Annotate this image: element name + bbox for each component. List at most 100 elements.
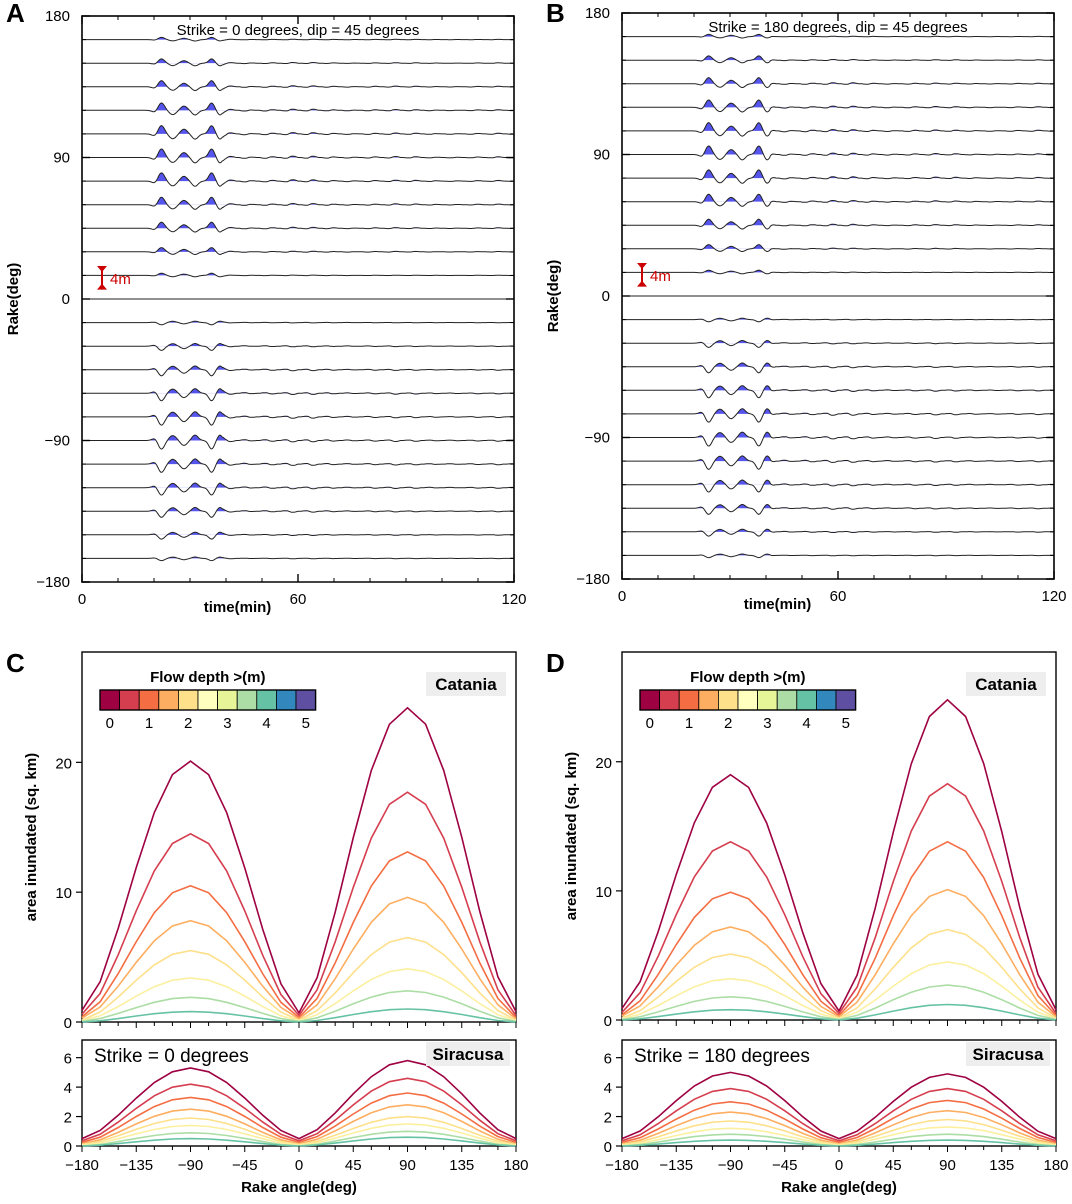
trace-line (82, 125, 515, 140)
x-tick-label: 60 (290, 591, 307, 608)
upper-series-line (621, 782, 1057, 1015)
upper-series-line (81, 896, 517, 1020)
trace-line (622, 55, 1054, 64)
x-axis-label: Rake angle(deg) (781, 1179, 897, 1196)
trace-fill (82, 58, 514, 64)
x-tick-label: 180 (503, 1157, 528, 1174)
legend-swatch (757, 689, 778, 711)
x-tick-label: −135 (659, 1157, 693, 1174)
panel-letter-b: B (546, 0, 565, 28)
legend-swatch (835, 689, 857, 711)
y-axis-label: Rake(deg) (545, 260, 562, 333)
x-tick-label: 90 (399, 1157, 416, 1174)
trace-fill (82, 172, 514, 182)
scale-bar-cap (637, 280, 647, 287)
trace-line (622, 503, 1054, 515)
trace-line (82, 365, 514, 377)
y-tick-label: 90 (593, 147, 610, 164)
y-tick-label: 10 (55, 885, 72, 902)
legend-swatch (197, 689, 219, 711)
legend-tick: 0 (646, 715, 654, 732)
trace-line (82, 411, 514, 426)
trace-line (622, 408, 1054, 423)
lower-series-line (81, 1059, 517, 1140)
legend-tick: 1 (685, 715, 693, 732)
trace-line (622, 317, 1054, 323)
x-tick-label: −90 (718, 1157, 743, 1174)
trace-line (622, 244, 1055, 253)
trace-line (82, 506, 514, 518)
trace-fill (82, 80, 514, 87)
x-tick-label: 135 (989, 1157, 1014, 1174)
legend-tick: 4 (262, 715, 270, 732)
y-tick-label: 20 (595, 755, 612, 772)
lower-series-line (621, 1071, 1057, 1140)
trace-line (82, 58, 514, 67)
trace-line (622, 553, 1055, 559)
trace-line (82, 434, 515, 450)
upper-series-line (621, 888, 1057, 1018)
legend-tick: 1 (145, 715, 153, 732)
legend-swatch (138, 689, 160, 711)
trace-fill (82, 149, 514, 158)
y-tick-label: 10 (595, 884, 612, 901)
scale-bar-label: 4m (110, 271, 131, 288)
scale-bar-cap (637, 262, 647, 269)
city-label-siracusa: Siracusa (973, 1045, 1044, 1064)
panel-a: 180 90 0 −90 −180 0 60 120 Strike = 0 degrees, d… (5, 8, 527, 616)
trace-fill (622, 194, 1054, 202)
trace-fill (82, 125, 514, 134)
legend-swatch (737, 689, 759, 711)
x-axis-label: time(min) (744, 596, 812, 613)
y-tick-label: 0 (62, 291, 70, 308)
legend-swatch (236, 689, 258, 711)
y-tick-label: 0 (602, 288, 610, 305)
upper-series-line (81, 706, 517, 1015)
x-tick-label: 0 (78, 591, 86, 608)
x-tick-label: −180 (605, 1157, 639, 1174)
lower-series-line (621, 1099, 1057, 1144)
x-tick-label: 180 (1043, 1157, 1068, 1174)
trace-line (82, 342, 515, 351)
panel-letter-d: D (546, 648, 565, 678)
trace-fill (622, 146, 1054, 155)
legend-swatch (718, 689, 739, 711)
legend-tick: 3 (223, 715, 231, 732)
trace-line (82, 172, 514, 187)
trace-line (622, 528, 1054, 537)
trace-line (622, 145, 1055, 161)
x-tick-label: 0 (295, 1157, 303, 1174)
x-axis-label: Rake angle(deg) (241, 1179, 357, 1196)
trace-line (82, 148, 515, 164)
x-tick-label: −45 (232, 1157, 257, 1174)
trace-line (622, 99, 1055, 113)
y-tick-label: 4 (64, 1080, 72, 1097)
x-tick-label: 135 (449, 1157, 474, 1174)
trace-line (82, 556, 515, 562)
trace-line (622, 169, 1054, 184)
city-label-bg (426, 672, 506, 696)
panel-letter-c: C (6, 648, 25, 678)
y-tick-label: 4 (604, 1080, 612, 1097)
panel-letter-a: A (6, 0, 25, 28)
legend-swatch (119, 689, 140, 711)
panel-title: Strike = 0 degrees, dip = 45 degrees (177, 22, 420, 39)
upper-series-line (621, 698, 1057, 1013)
trace-line (622, 218, 1054, 230)
legend-swatch (99, 689, 121, 711)
y-tick-label: 0 (64, 1015, 72, 1032)
y-tick-label: 0 (64, 1139, 72, 1156)
legend-swatch (217, 689, 238, 711)
trace-line (82, 531, 514, 540)
scale-bar-cap (97, 265, 107, 272)
scale-bar-cap (97, 283, 107, 290)
trace-fill (622, 77, 1054, 84)
legend-swatch (776, 689, 798, 711)
trace-fill (622, 55, 1054, 61)
legend-swatch (275, 689, 297, 711)
y-tick-label: −90 (45, 433, 70, 450)
trace-fill (622, 270, 1054, 273)
x-tick-label: 45 (345, 1157, 362, 1174)
